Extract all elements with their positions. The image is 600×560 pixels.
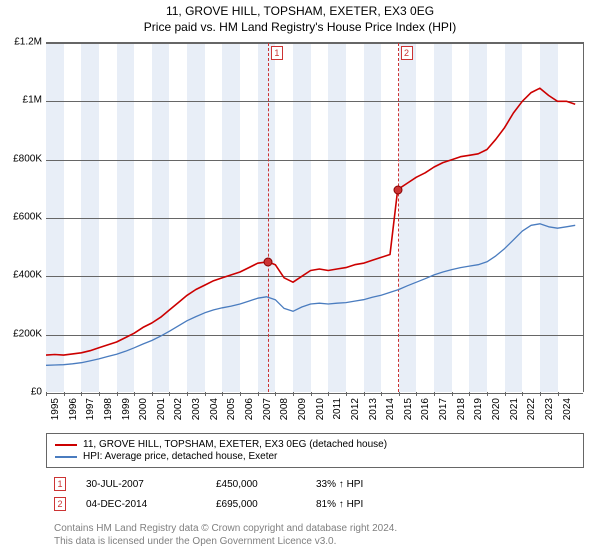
x-tick-mark: [505, 392, 506, 396]
x-tick-mark: [399, 392, 400, 396]
y-axis: £0£200K£400K£600K£800K£1M£1.2M: [0, 42, 46, 392]
x-tick-mark: [381, 392, 382, 396]
x-tick-label: 2009: [297, 398, 308, 420]
y-tick-label: £0: [31, 387, 42, 398]
y-tick-label: £1M: [23, 95, 42, 106]
x-tick-label: 1997: [85, 398, 96, 420]
x-tick-label: 1996: [68, 398, 79, 420]
x-tick-mark: [187, 392, 188, 396]
x-tick-mark: [134, 392, 135, 396]
x-tick-mark: [328, 392, 329, 396]
x-tick-label: 2006: [244, 398, 255, 420]
footer-line-2: This data is licensed under the Open Gov…: [54, 535, 576, 548]
legend-swatch: [55, 444, 77, 446]
x-tick-mark: [434, 392, 435, 396]
x-tick-mark: [258, 392, 259, 396]
x-tick-label: 2022: [526, 398, 537, 420]
x-tick-label: 2023: [544, 398, 555, 420]
legend-label: 11, GROVE HILL, TOPSHAM, EXETER, EX3 0EG…: [83, 439, 387, 450]
sale-price: £450,000: [216, 479, 296, 490]
x-tick-label: 2024: [562, 398, 573, 420]
x-tick-label: 2004: [209, 398, 220, 420]
sale-marker: [393, 186, 402, 195]
x-tick-label: 1998: [103, 398, 114, 420]
sale-row-badge: 2: [54, 497, 66, 511]
x-tick-label: 2011: [332, 398, 343, 420]
legend: 11, GROVE HILL, TOPSHAM, EXETER, EX3 0EG…: [46, 433, 584, 468]
x-tick-label: 2018: [456, 398, 467, 420]
x-tick-mark: [64, 392, 65, 396]
x-tick-label: 2019: [473, 398, 484, 420]
x-tick-label: 2020: [491, 398, 502, 420]
x-tick-label: 2003: [191, 398, 202, 420]
sale-marker: [263, 257, 272, 266]
x-tick-label: 2002: [173, 398, 184, 420]
legend-swatch: [55, 456, 77, 458]
x-tick-mark: [487, 392, 488, 396]
x-tick-mark: [81, 392, 82, 396]
x-tick-label: 2015: [403, 398, 414, 420]
x-tick-label: 2000: [138, 398, 149, 420]
x-tick-mark: [222, 392, 223, 396]
x-tick-label: 2013: [368, 398, 379, 420]
x-tick-label: 2008: [279, 398, 290, 420]
x-tick-label: 2005: [226, 398, 237, 420]
x-tick-mark: [522, 392, 523, 396]
footer-attribution: Contains HM Land Registry data © Crown c…: [46, 520, 584, 550]
x-tick-mark: [293, 392, 294, 396]
series-hpi: [46, 224, 575, 365]
x-tick-label: 2001: [156, 398, 167, 420]
x-tick-mark: [469, 392, 470, 396]
x-tick-mark: [205, 392, 206, 396]
x-tick-mark: [46, 392, 47, 396]
x-tick-mark: [311, 392, 312, 396]
x-tick-mark: [152, 392, 153, 396]
legend-item: HPI: Average price, detached house, Exet…: [55, 451, 575, 462]
y-tick-label: £200K: [13, 328, 42, 339]
sale-row: 2 04-DEC-2014 £695,000 81% ↑ HPI: [46, 494, 584, 514]
x-tick-label: 1995: [50, 398, 61, 420]
x-tick-label: 2014: [385, 398, 396, 420]
x-tick-mark: [416, 392, 417, 396]
sale-row: 1 30-JUL-2007 £450,000 33% ↑ HPI: [46, 474, 584, 494]
legend-item: 11, GROVE HILL, TOPSHAM, EXETER, EX3 0EG…: [55, 439, 575, 450]
x-tick-mark: [275, 392, 276, 396]
series-property: [46, 88, 575, 355]
x-tick-mark: [558, 392, 559, 396]
chart-plot-area: 12: [46, 42, 584, 392]
legend-label: HPI: Average price, detached house, Exet…: [83, 451, 277, 462]
x-tick-label: 2017: [438, 398, 449, 420]
sale-date: 30-JUL-2007: [86, 479, 196, 490]
chart-title: 11, GROVE HILL, TOPSHAM, EXETER, EX3 0EG: [0, 4, 600, 18]
x-tick-label: 2012: [350, 398, 361, 420]
sale-pct-vs-hpi: 81% ↑ HPI: [316, 499, 396, 510]
sale-pct-vs-hpi: 33% ↑ HPI: [316, 479, 396, 490]
sale-date: 04-DEC-2014: [86, 499, 196, 510]
y-tick-label: £600K: [13, 212, 42, 223]
y-tick-label: £1.2M: [14, 37, 42, 48]
x-tick-label: 2016: [420, 398, 431, 420]
title-block: 11, GROVE HILL, TOPSHAM, EXETER, EX3 0EG…: [0, 0, 600, 34]
sale-price: £695,000: [216, 499, 296, 510]
y-tick-label: £800K: [13, 153, 42, 164]
sale-row-badge: 1: [54, 477, 66, 491]
sales-table: 1 30-JUL-2007 £450,000 33% ↑ HPI 2 04-DEC-201…: [46, 474, 584, 514]
x-tick-mark: [117, 392, 118, 396]
chart-subtitle: Price paid vs. HM Land Registry's House …: [0, 20, 600, 34]
x-tick-mark: [99, 392, 100, 396]
x-tick-mark: [540, 392, 541, 396]
x-tick-label: 2021: [509, 398, 520, 420]
x-tick-mark: [452, 392, 453, 396]
x-tick-label: 2007: [262, 398, 273, 420]
x-tick-mark: [346, 392, 347, 396]
x-tick-mark: [240, 392, 241, 396]
x-tick-mark: [169, 392, 170, 396]
x-tick-label: 1999: [121, 398, 132, 420]
chart-lines: [46, 43, 584, 393]
x-tick-label: 2010: [315, 398, 326, 420]
chart-container: 11, GROVE HILL, TOPSHAM, EXETER, EX3 0EG…: [0, 0, 600, 560]
y-tick-label: £400K: [13, 270, 42, 281]
footer-line-1: Contains HM Land Registry data © Crown c…: [54, 522, 576, 535]
x-tick-mark: [364, 392, 365, 396]
